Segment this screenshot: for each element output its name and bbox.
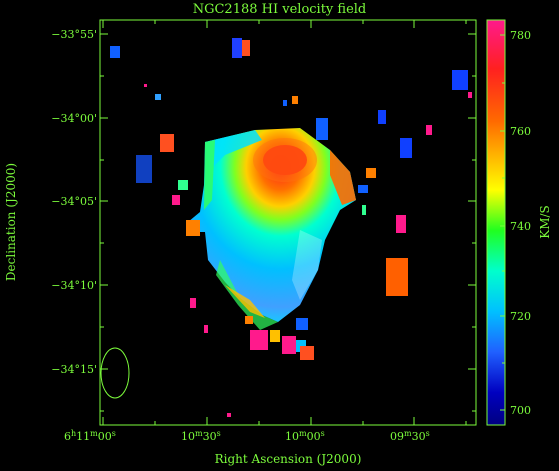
colorbar: 780 760 740 720 700 KM/S [486,19,552,426]
x-tick-label: 09m30s [390,429,430,443]
colorbar-unit-label: KM/S [538,205,552,239]
x-tick-marks [102,20,467,425]
plot-title: NGC2188 HI velocity field [192,2,367,17]
y-tick-label: −33°55' [51,28,97,41]
colorbar-ramp [486,19,506,426]
colorbar-tick-label: 760 [510,125,531,138]
galaxy-velocity-field [188,128,356,330]
y-tick-label: −34°00' [51,112,97,125]
y-tick-label: −34°05' [51,195,97,208]
y-tick-marks [100,33,476,412]
x-axis-title: Right Ascension (J2000) [215,452,362,466]
y-tick-label: −34°15' [51,363,97,376]
colorbar-tick-label: 700 [510,404,531,417]
x-tick-label: 6h11m00s [64,429,116,443]
y-axis-title: Declination (J2000) [4,163,18,281]
colorbar-tick-label: 780 [510,29,531,42]
y-tick-label: −34°10' [51,279,97,292]
noise-patches [110,38,472,417]
beam-ellipse [100,347,130,399]
x-tick-label: 10m30s [181,429,221,443]
x-tick-label: 10m00s [285,429,325,443]
colorbar-ticks [500,34,505,411]
colorbar-tick-label: 720 [510,310,531,323]
colorbar-tick-label: 740 [510,220,531,233]
